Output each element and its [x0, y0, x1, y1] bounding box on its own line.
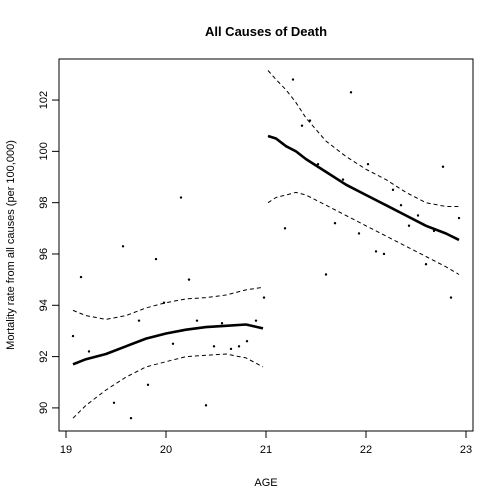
- data-point: [417, 214, 419, 216]
- data-point: [350, 91, 352, 93]
- data-point: [392, 189, 394, 191]
- data-point: [325, 273, 327, 275]
- data-point: [230, 348, 232, 350]
- y-axis: 90 92 94 96 98 100 102: [38, 91, 59, 414]
- y-tick-label: 102: [38, 91, 50, 109]
- x-tick-label: 22: [360, 444, 372, 456]
- data-point: [213, 345, 215, 347]
- data-point: [147, 384, 149, 386]
- y-tick-label: 92: [38, 350, 50, 362]
- data-point: [425, 263, 427, 265]
- data-point: [155, 258, 157, 260]
- data-point: [408, 225, 410, 227]
- fit-line: [73, 325, 263, 365]
- y-tick-label: 100: [38, 142, 50, 160]
- y-tick-label: 90: [38, 402, 50, 414]
- y-axis-label: Mortality rate from all causes (per 100,…: [5, 140, 17, 350]
- data-point: [367, 163, 369, 165]
- x-axis: 19 20 21 22 23: [60, 431, 472, 456]
- data-point: [375, 250, 377, 252]
- x-tick-label: 19: [60, 444, 72, 456]
- x-tick-label: 23: [460, 444, 472, 456]
- data-point: [205, 404, 207, 406]
- data-point: [113, 402, 115, 404]
- data-point: [263, 296, 265, 298]
- plot-frame: [59, 59, 473, 431]
- data-point: [130, 417, 132, 419]
- data-point: [221, 322, 223, 324]
- data-point: [196, 319, 198, 321]
- data-point: [122, 245, 124, 247]
- data-point: [358, 232, 360, 234]
- data-point: [334, 222, 336, 224]
- data-point: [180, 196, 182, 198]
- data-point: [342, 178, 344, 180]
- data-point: [284, 227, 286, 229]
- data-point: [400, 204, 402, 206]
- data-point: [72, 335, 74, 337]
- data-point: [292, 78, 294, 80]
- data-point: [172, 343, 174, 345]
- data-point: [80, 276, 82, 278]
- data-point: [238, 345, 240, 347]
- x-tick-label: 21: [260, 444, 272, 456]
- upper-band-line: [73, 287, 263, 319]
- data-point: [246, 340, 248, 342]
- data-point: [255, 319, 257, 321]
- data-point: [88, 350, 90, 352]
- data-point: [442, 166, 444, 168]
- lower-band-line: [268, 192, 459, 274]
- upper-band-line: [268, 71, 459, 207]
- data-point: [458, 217, 460, 219]
- x-tick-label: 20: [160, 444, 172, 456]
- y-tick-label: 98: [38, 197, 50, 209]
- lower-band-line: [73, 354, 263, 418]
- y-tick-label: 94: [38, 299, 50, 311]
- chart-title: All Causes of Death: [205, 24, 327, 39]
- data-point: [138, 319, 140, 321]
- data-point: [301, 125, 303, 127]
- plot-area: [72, 71, 460, 420]
- y-tick-label: 96: [38, 248, 50, 260]
- data-point: [383, 253, 385, 255]
- data-point: [188, 278, 190, 280]
- x-axis-label: AGE: [254, 477, 277, 489]
- data-point: [450, 296, 452, 298]
